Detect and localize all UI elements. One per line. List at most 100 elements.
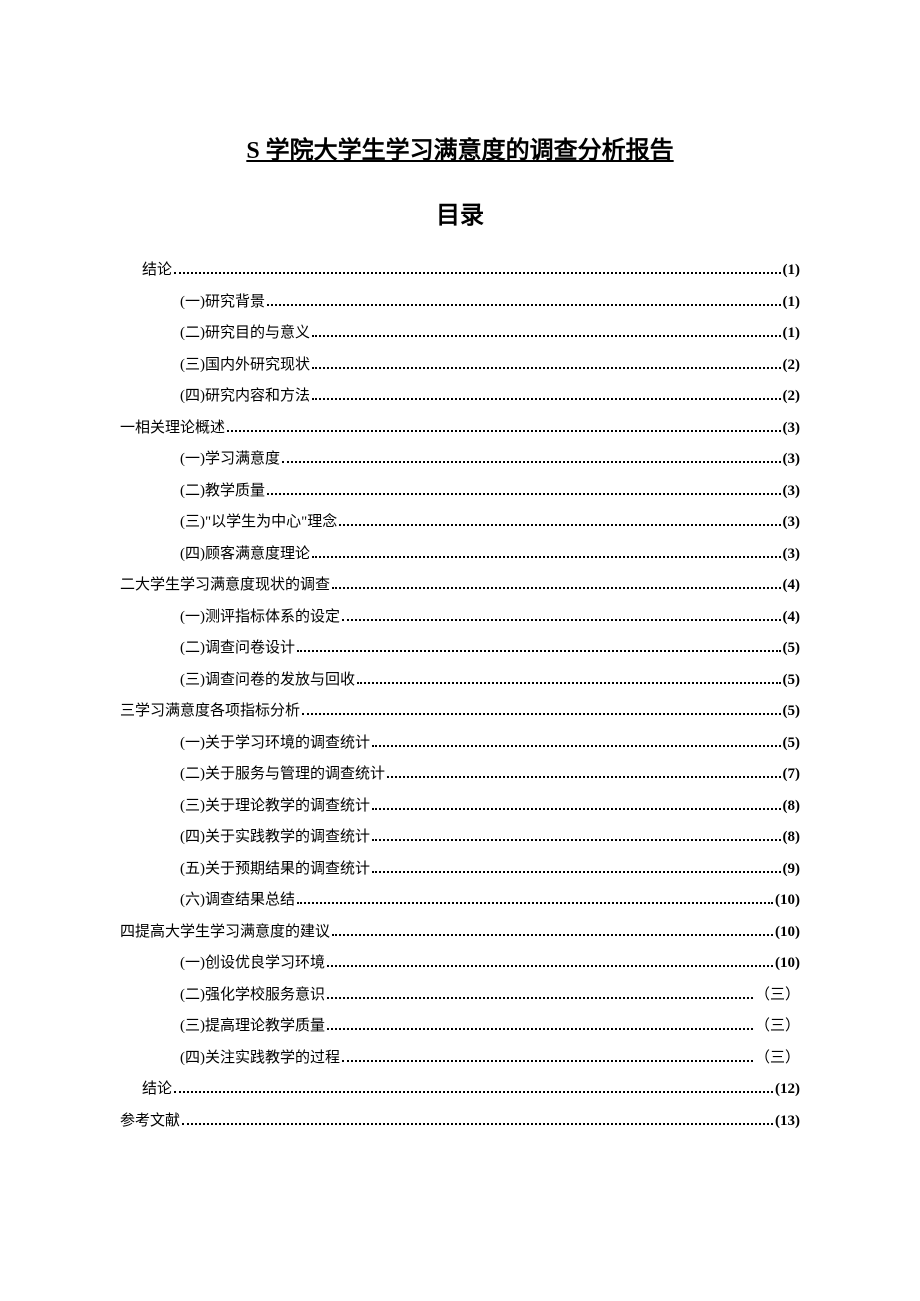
toc-entry: (三)"以学生为中心"理念 (3) [120, 507, 800, 539]
toc-leader-dots [174, 1091, 773, 1093]
toc-leader-dots [327, 1028, 753, 1030]
toc-entry-page: (10) [775, 917, 800, 949]
toc-entry-page: (5) [783, 665, 801, 697]
toc-leader-dots [312, 335, 781, 337]
toc-entry-label: (一)学习满意度 [180, 444, 280, 476]
toc-entry-page: (9) [783, 854, 801, 886]
toc-entry-page: (3) [783, 413, 801, 445]
toc-entry-label: (三)调查问卷的发放与回收 [180, 665, 355, 697]
toc-entry-label: (一)创设优良学习环境 [180, 948, 325, 980]
toc-entry-label: 一相关理论概述 [120, 413, 225, 445]
toc-entry-label: 三学习满意度各项指标分析 [120, 696, 300, 728]
toc-entry-label: (一)研究背景 [180, 287, 265, 319]
toc-entry-page: (1) [783, 287, 801, 319]
toc-leader-dots [372, 839, 781, 841]
toc-entry-page: (7) [783, 759, 801, 791]
toc-leader-dots [297, 650, 781, 652]
toc-leader-dots [182, 1123, 773, 1125]
toc-entry: (四)研究内容和方法(2) [120, 381, 800, 413]
toc-entry: (六)调查结果总结(10) [120, 885, 800, 917]
toc-entry-page: （三） [755, 1011, 800, 1043]
toc-entry: (五)关于预期结果的调查统计 (9) [120, 854, 800, 886]
toc-leader-dots [312, 398, 781, 400]
toc-entry: 参考文献(13) [120, 1106, 800, 1138]
toc-leader-dots [282, 461, 781, 463]
toc-entry-label: (二)调查问卷设计 [180, 633, 295, 665]
toc-leader-dots [327, 997, 753, 999]
toc-entry: 结论(12) [120, 1074, 800, 1106]
toc-entry-page: (4) [783, 602, 801, 634]
toc-entry-page: (8) [783, 791, 801, 823]
toc-entry-page: （三） [755, 1043, 800, 1075]
toc-entry-page: (4) [783, 570, 801, 602]
toc-leader-dots [372, 808, 781, 810]
toc-entry: (四)顾客满意度理论 (3) [120, 539, 800, 571]
toc-entry-page: (5) [783, 696, 801, 728]
toc-leader-dots [342, 1060, 753, 1062]
toc-leader-dots [327, 965, 773, 967]
toc-entry-label: 四提高大学生学习满意度的建议 [120, 917, 330, 949]
toc-entry-page: (2) [783, 350, 801, 382]
toc-leader-dots [332, 934, 773, 936]
toc-entry-page: (3) [783, 476, 801, 508]
toc-leader-dots [339, 524, 780, 526]
toc-entry-label: (三)国内外研究现状 [180, 350, 310, 382]
toc-entry-page: (3) [783, 507, 801, 539]
toc-entry-label: (四)关于实践教学的调查统计 [180, 822, 370, 854]
toc-entry-page: (10) [775, 885, 800, 917]
toc-entry-page: (8) [783, 822, 801, 854]
toc-entry: (三)提高理论教学质量 （三） [120, 1011, 800, 1043]
toc-leader-dots [357, 682, 781, 684]
toc-entry-page: （三） [755, 980, 800, 1012]
toc-leader-dots [174, 272, 780, 274]
toc-entry: (四)关注实践教学的过程 （三） [120, 1043, 800, 1075]
toc-entry-label: (一)测评指标体系的设定 [180, 602, 340, 634]
toc-entry-label: (四)顾客满意度理论 [180, 539, 310, 571]
toc-leader-dots [267, 304, 781, 306]
toc-entry: 结论(1) [120, 255, 800, 287]
toc-entry-page: (3) [783, 444, 801, 476]
toc-entry: 三学习满意度各项指标分析 (5) [120, 696, 800, 728]
toc-entry-label: 二大学生学习满意度现状的调查 [120, 570, 330, 602]
toc-entry-page: (1) [783, 318, 801, 350]
toc-entry-label: (五)关于预期结果的调查统计 [180, 854, 370, 886]
toc-entry: (一)关于学习环境的调查统计 (5) [120, 728, 800, 760]
toc-heading: 目录 [100, 195, 820, 230]
toc-entry: 一相关理论概述 (3) [120, 413, 800, 445]
toc-entry-label: (三)"以学生为中心"理念 [180, 507, 337, 539]
toc-leader-dots [332, 587, 780, 589]
toc-entry-page: (5) [783, 728, 801, 760]
toc-leader-dots [387, 776, 781, 778]
toc-entry-label: (二)研究目的与意义 [180, 318, 310, 350]
toc-entry-page: (13) [775, 1106, 800, 1138]
table-of-contents: 结论(1)(一)研究背景 (1) (二)研究目的与意义 (1) (三)国内外研究现状 (2… [100, 255, 820, 1137]
toc-entry: (一)研究背景 (1) [120, 287, 800, 319]
toc-entry: (一)测评指标体系的设定 (4) [120, 602, 800, 634]
toc-leader-dots [297, 902, 773, 904]
toc-entry-label: (二)教学质量 [180, 476, 265, 508]
toc-entry: (二)强化学校服务意识（三） [120, 980, 800, 1012]
toc-entry: (三)关于理论教学的调查统计 (8) [120, 791, 800, 823]
toc-entry-label: 结论 [142, 1074, 172, 1106]
toc-entry-label: (二)关于服务与管理的调查统计 [180, 759, 385, 791]
toc-entry: (三)调查问卷的发放与回收 (5) [120, 665, 800, 697]
toc-leader-dots [227, 430, 780, 432]
toc-entry-label: (四)关注实践教学的过程 [180, 1043, 340, 1075]
toc-entry-page: (3) [783, 539, 801, 571]
toc-entry: (四)关于实践教学的调查统计 (8) [120, 822, 800, 854]
toc-entry: (一)学习满意度 (3) [120, 444, 800, 476]
toc-entry-label: (一)关于学习环境的调查统计 [180, 728, 370, 760]
toc-leader-dots [312, 556, 781, 558]
toc-leader-dots [312, 367, 781, 369]
toc-entry: 二大学生学习满意度现状的调查 (4) [120, 570, 800, 602]
toc-entry-label: (三)提高理论教学质量 [180, 1011, 325, 1043]
toc-leader-dots [267, 493, 781, 495]
toc-entry-page: (2) [783, 381, 801, 413]
toc-entry-label: (三)关于理论教学的调查统计 [180, 791, 370, 823]
toc-entry-page: (5) [783, 633, 801, 665]
toc-entry: (一)创设优良学习环境(10) [120, 948, 800, 980]
document-title: S 学院大学生学习满意度的调查分析报告 [100, 130, 820, 165]
toc-entry: (二)教学质量 (3) [120, 476, 800, 508]
toc-leader-dots [342, 619, 781, 621]
toc-entry: (二)研究目的与意义 (1) [120, 318, 800, 350]
